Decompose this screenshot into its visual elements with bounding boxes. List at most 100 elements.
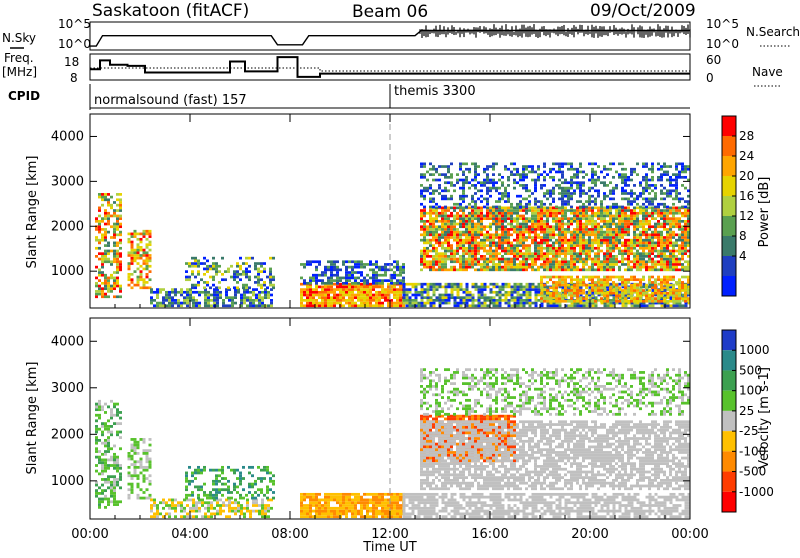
power-cell	[552, 300, 555, 303]
power-cell	[447, 168, 450, 171]
velocity-cell	[101, 489, 104, 492]
power-cell	[260, 286, 263, 289]
power-cell	[576, 239, 579, 242]
power-colorbar-swatch	[722, 116, 736, 136]
power-cell	[552, 225, 555, 228]
power-cell	[606, 206, 609, 209]
power-cell	[486, 212, 489, 215]
power-cell	[666, 223, 669, 226]
power-cell	[657, 289, 660, 292]
power-cell	[300, 296, 303, 299]
power-cell	[471, 223, 474, 226]
power-cell	[630, 278, 633, 281]
power-cell	[534, 179, 537, 182]
power-cell	[420, 192, 423, 195]
power-cell	[547, 304, 550, 307]
power-cell	[588, 200, 591, 203]
power-cell	[110, 274, 113, 277]
power-cell	[618, 209, 621, 212]
power-cell	[466, 296, 469, 299]
power-cell	[573, 286, 576, 289]
velocity-cell	[95, 408, 98, 411]
power-cell	[442, 286, 445, 289]
power-cell	[339, 277, 342, 280]
power-cell	[681, 231, 684, 234]
velocity-cell	[101, 453, 104, 456]
power-cell	[116, 260, 119, 263]
power-cell	[444, 173, 447, 176]
power-cell	[591, 239, 594, 242]
power-cell	[432, 223, 435, 226]
power-cell	[339, 296, 342, 299]
power-cell	[534, 212, 537, 215]
power-cell	[478, 304, 481, 307]
power-cell	[149, 235, 152, 238]
power-cell	[486, 200, 489, 203]
power-cell	[480, 217, 483, 220]
power-cell	[609, 220, 612, 223]
power-cell	[645, 189, 648, 192]
power-cell	[486, 260, 489, 263]
power-cell	[495, 225, 498, 228]
power-cell	[630, 247, 633, 250]
power-cell	[591, 209, 594, 212]
power-cell	[462, 266, 465, 269]
power-cell	[423, 165, 426, 168]
power-cell	[432, 209, 435, 212]
power-cell	[462, 179, 465, 182]
power-cell	[672, 286, 675, 289]
power-cell	[366, 294, 369, 297]
power-cell	[450, 198, 453, 201]
power-cell	[550, 304, 553, 307]
power-cell	[420, 173, 423, 176]
power-cell	[669, 176, 672, 179]
power-cell	[423, 260, 426, 263]
power-cell	[146, 276, 149, 279]
power-cell	[453, 203, 456, 206]
power-cell	[444, 236, 447, 239]
power-cell	[101, 287, 104, 290]
power-cell	[660, 189, 663, 192]
power-cell	[315, 294, 318, 297]
power-cell	[663, 252, 666, 255]
power-cell	[520, 288, 523, 291]
power-cell	[642, 239, 645, 242]
power-cell	[472, 286, 475, 289]
power-cell	[324, 266, 327, 269]
power-cell	[678, 252, 681, 255]
power-cell	[678, 209, 681, 212]
power-cell	[675, 268, 678, 271]
power-cell	[204, 299, 207, 302]
power-cell	[513, 212, 516, 215]
power-cell	[513, 244, 516, 247]
power-cell	[345, 291, 348, 294]
power-cell	[580, 304, 583, 307]
power-cell	[672, 289, 675, 292]
power-cell	[642, 225, 645, 228]
power-cell	[462, 181, 465, 184]
power-cell	[492, 179, 495, 182]
power-cell	[498, 260, 501, 263]
power-cell	[549, 189, 552, 192]
power-cell	[159, 302, 162, 305]
power-cell	[478, 302, 481, 305]
power-cell	[453, 220, 456, 223]
power-cell	[375, 263, 378, 266]
power-cell	[242, 286, 245, 289]
power-cell	[648, 236, 651, 239]
power-cell	[511, 288, 514, 291]
power-cell	[510, 203, 513, 206]
power-cell	[579, 281, 582, 284]
power-cell	[221, 257, 224, 260]
power-cell	[502, 283, 505, 286]
power-cell	[348, 288, 351, 291]
power-cell	[101, 274, 104, 277]
power-cell	[532, 302, 535, 305]
power-cell	[453, 231, 456, 234]
power-cell	[516, 212, 519, 215]
power-cell	[606, 295, 609, 298]
power-cell	[248, 286, 251, 289]
power-cell	[243, 302, 246, 305]
power-cell	[594, 233, 597, 236]
power-cell	[315, 299, 318, 302]
